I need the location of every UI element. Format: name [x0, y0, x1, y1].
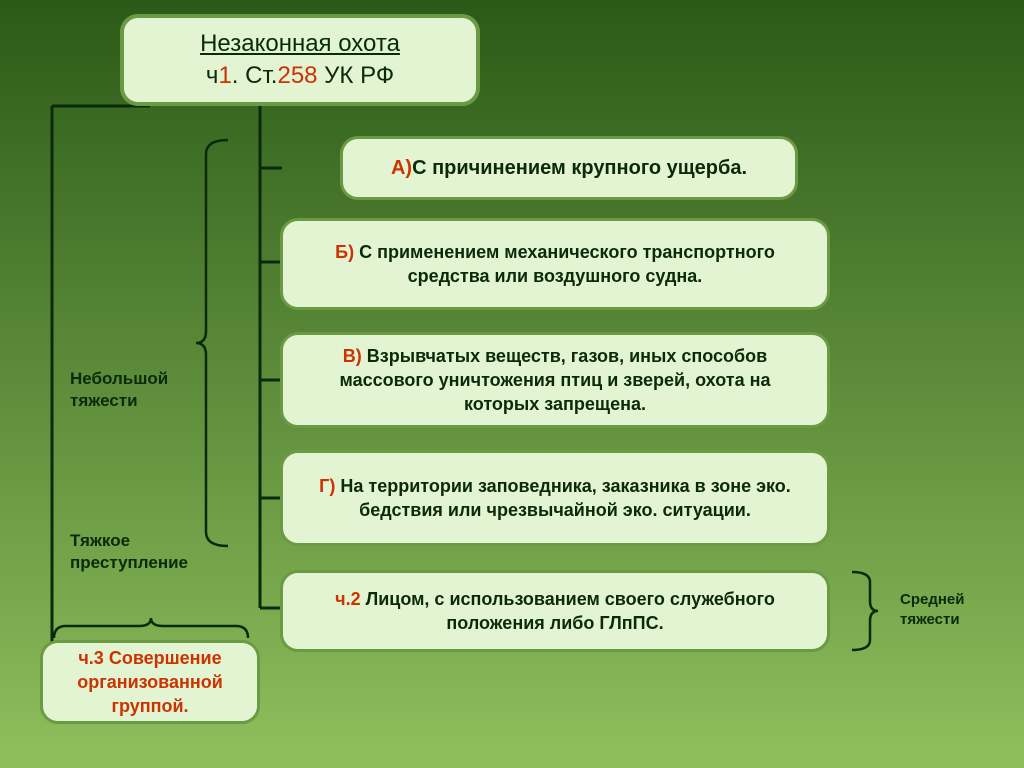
label-minor: Небольшой тяжести [70, 368, 168, 412]
label-medium: Средней тяжести [900, 590, 964, 629]
item-c: В) Взрывчатых веществ, газов, иных спосо… [280, 332, 830, 428]
item-c-text: В) Взрывчатых веществ, газов, иных спосо… [301, 344, 809, 417]
item-d: Г) На территории заповедника, заказника … [280, 450, 830, 546]
title-box: Незаконная охота ч1. Ст.258 УК РФ [120, 14, 480, 106]
item-part2-text: ч.2 Лицом, с использованием своего служе… [301, 587, 809, 636]
item-d-text: Г) На территории заповедника, заказника … [301, 474, 809, 523]
item-b: Б) С применением механического транспорт… [280, 218, 830, 310]
item-b-text: Б) С применением механического транспорт… [301, 240, 809, 289]
item-part3-text: ч.3 Совершение организованной группой. [53, 646, 247, 719]
item-a-text: А)С причинением крупного ущерба. [391, 155, 747, 182]
item-part3: ч.3 Совершение организованной группой. [40, 640, 260, 724]
title-text: Незаконная охота ч1. Ст.258 УК РФ [200, 28, 400, 93]
title-line1: Незаконная охота [200, 30, 400, 57]
label-serious: Тяжкое преступление [70, 530, 188, 574]
item-a: А)С причинением крупного ущерба. [340, 136, 798, 200]
title-line2: ч1. Ст.258 УК РФ [206, 62, 394, 89]
canvas: Незаконная охота ч1. Ст.258 УК РФ А)С пр… [0, 0, 1024, 768]
item-part2: ч.2 Лицом, с использованием своего служе… [280, 570, 830, 652]
